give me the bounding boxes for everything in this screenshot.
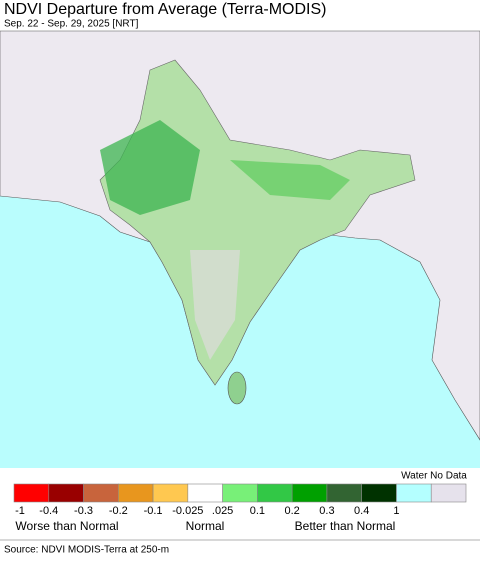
normal-patch xyxy=(190,250,240,360)
vegetation-patch xyxy=(100,120,200,215)
legend-swatch xyxy=(222,483,258,503)
legend-tick-label: -1 xyxy=(15,505,25,517)
legend-swatch xyxy=(326,483,362,503)
legend-tick-label: -0.1 xyxy=(144,505,163,517)
legend-swatch xyxy=(118,483,154,503)
legend-category: Better than Normal xyxy=(295,519,396,533)
legend-tick-label: -0.4 xyxy=(39,505,58,517)
legend-swatch xyxy=(291,483,328,503)
legend-category: Worse than Normal xyxy=(15,519,118,533)
legend-swatch xyxy=(187,483,223,503)
legend-tick-label: 0.2 xyxy=(285,505,300,517)
sri-lanka xyxy=(227,371,247,405)
legend-swatch xyxy=(152,483,189,503)
legend-tick-label: 0.3 xyxy=(319,505,334,517)
legend-extra-label: Water No Data xyxy=(401,471,467,482)
legend-tick-label: -0.3 xyxy=(74,505,93,517)
legend-swatch xyxy=(83,483,119,503)
source: Source: NDVI MODIS-Terra at 250-m xyxy=(4,545,169,556)
map xyxy=(0,30,480,468)
vegetation-patch xyxy=(230,160,350,200)
legend-swatch xyxy=(48,483,84,503)
legend-tick-label: -0.025 xyxy=(172,505,203,517)
legend-tick-label: 0.4 xyxy=(354,505,369,517)
legend-tick-label: 0.1 xyxy=(250,505,265,517)
legend-swatch xyxy=(361,483,397,503)
legend-swatch xyxy=(430,483,467,503)
legend-tick-label: .025 xyxy=(212,505,233,517)
legend-tick-label: 1 xyxy=(393,505,399,517)
legend-tick-label: -0.2 xyxy=(109,505,128,517)
legend-swatch xyxy=(396,483,432,503)
title: NDVI Departure from Average (Terra-MODIS… xyxy=(4,1,326,18)
subtitle: Sep. 22 - Sep. 29, 2025 [NRT] xyxy=(4,19,139,30)
legend-swatch xyxy=(13,483,50,503)
legend: -1 -0.4 -0.3 -0.2 -0.1 -0.025 .025 0.1 0.2 0.3 0.4… xyxy=(13,483,467,517)
legend-category: Normal xyxy=(186,519,225,533)
legend-swatch xyxy=(257,483,293,503)
